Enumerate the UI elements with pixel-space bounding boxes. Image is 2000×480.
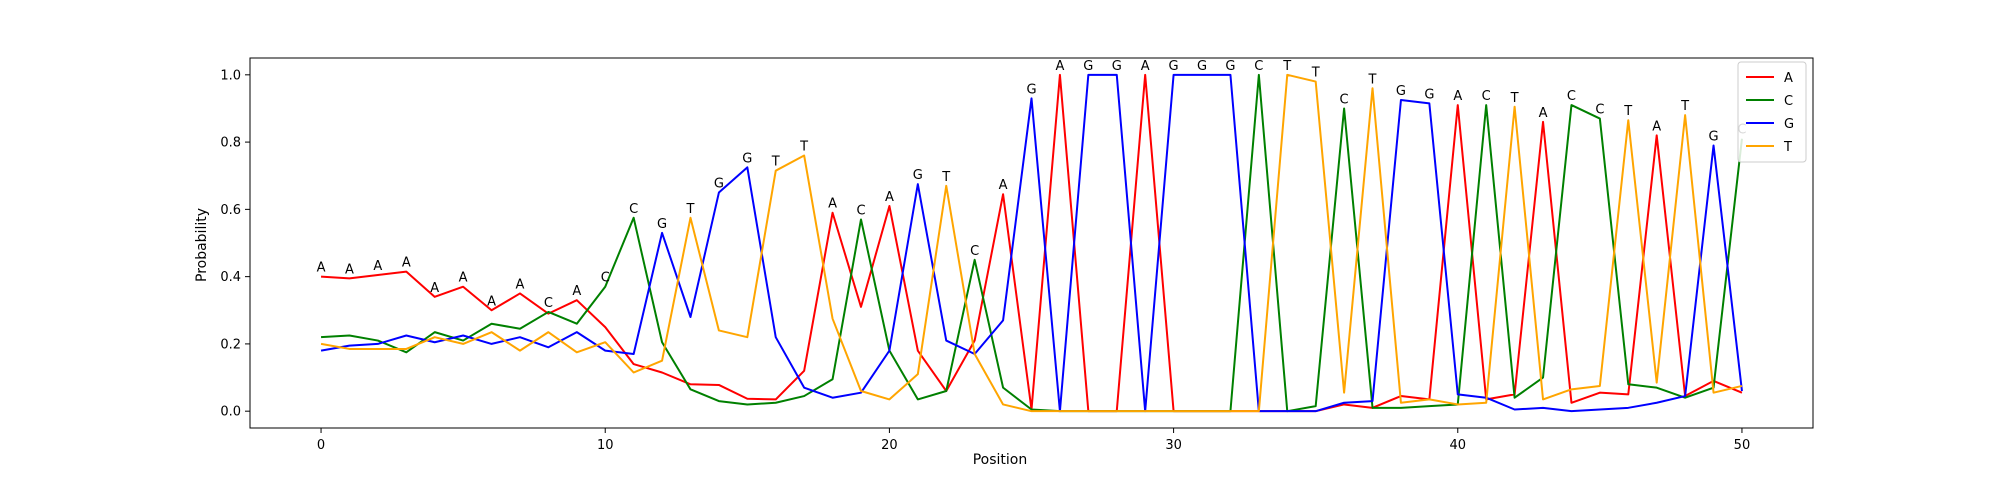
point-annotation: A: [828, 197, 837, 212]
point-annotation: G: [1424, 87, 1434, 102]
y-tick-label: 0.6: [220, 203, 241, 218]
legend-label-a: A: [1784, 71, 1793, 86]
point-annotation: G: [657, 217, 667, 232]
point-annotation: A: [1652, 119, 1661, 134]
y-tick-label: 0.0: [220, 405, 241, 420]
point-annotation: C: [601, 271, 610, 286]
point-annotation: A: [317, 261, 326, 276]
legend-label-g: G: [1784, 117, 1794, 132]
point-annotation: G: [714, 177, 724, 192]
point-annotation: T: [771, 155, 780, 170]
point-annotation: C: [629, 202, 638, 217]
point-annotation: A: [345, 262, 354, 277]
point-annotation: G: [1169, 59, 1179, 74]
x-tick-label: 30: [1165, 438, 1182, 453]
point-annotation: A: [572, 284, 581, 299]
point-annotation: G: [1197, 59, 1207, 74]
point-annotation: A: [430, 281, 439, 296]
point-annotation: C: [1254, 59, 1263, 74]
point-annotation: G: [913, 168, 923, 183]
point-annotation: C: [1595, 103, 1604, 118]
series-line-c: [320, 73, 1743, 413]
point-annotation: C: [1340, 92, 1349, 107]
point-annotation: C: [1567, 89, 1576, 104]
x-tick-label: 50: [1734, 438, 1751, 453]
point-annotation: G: [1396, 84, 1406, 99]
series-line-t: [320, 73, 1743, 413]
legend-box: [1737, 61, 1807, 163]
y-tick-label: 1.0: [220, 68, 241, 83]
point-annotation: A: [999, 178, 1008, 193]
point-annotation: T: [1680, 99, 1689, 114]
point-annotation: A: [459, 271, 468, 286]
point-annotation: T: [1623, 104, 1632, 119]
y-tick-label: 0.4: [220, 270, 241, 285]
point-annotation: T: [799, 140, 808, 155]
point-annotation: A: [516, 277, 525, 292]
point-annotation: A: [402, 256, 411, 271]
point-annotation: A: [373, 259, 382, 274]
point-annotation: G: [1112, 59, 1122, 74]
x-tick-label: 40: [1449, 438, 1466, 453]
x-axis-label: Position: [973, 452, 1028, 468]
x-tick-label: 0: [317, 438, 325, 453]
y-axis-label: Probability: [194, 208, 210, 282]
x-tick-label: 20: [881, 438, 898, 453]
point-annotation: A: [1453, 89, 1462, 104]
point-annotation: C: [544, 296, 553, 311]
point-annotation: A: [1141, 59, 1150, 74]
point-annotation: A: [1055, 59, 1064, 74]
point-annotation: T: [1510, 91, 1519, 106]
point-annotation: G: [1083, 59, 1093, 74]
series-line-g: [320, 73, 1743, 413]
point-annotation: T: [1368, 72, 1377, 87]
y-tick-label: 0.8: [220, 136, 241, 151]
point-annotation: G: [742, 151, 752, 166]
point-annotation: C: [970, 244, 979, 259]
point-annotation: A: [1539, 106, 1548, 121]
axes-frame: [249, 57, 1814, 429]
point-annotation: T: [1282, 59, 1291, 74]
legend-label-t: T: [1783, 140, 1792, 155]
point-annotation: C: [856, 203, 865, 218]
point-annotation: T: [941, 170, 950, 185]
legend-label-c: C: [1784, 94, 1793, 109]
point-annotation: G: [1708, 129, 1718, 144]
point-annotation: A: [487, 294, 496, 309]
point-annotation: A: [885, 190, 894, 205]
point-annotation: C: [1482, 89, 1491, 104]
point-annotation: T: [1311, 66, 1320, 81]
point-annotation: T: [686, 202, 695, 217]
x-tick-label: 10: [597, 438, 614, 453]
point-annotation: G: [1026, 82, 1036, 97]
point-annotation: G: [1225, 59, 1235, 74]
y-tick-label: 0.2: [220, 337, 241, 352]
